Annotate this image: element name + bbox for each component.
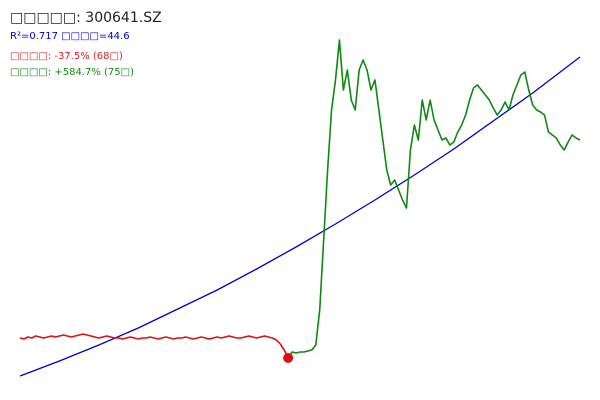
series-line: [19, 56, 581, 377]
annotation: R²=0.717 □□□□=44.6: [10, 31, 130, 42]
series-line: [287, 39, 581, 359]
annotation: □□□□: -37.5% (68□): [10, 51, 123, 62]
annotation: □□□□: +584.7% (75□): [10, 67, 134, 78]
series-line: [19, 333, 289, 359]
chart-title: □□□□□: 300641.SZ: [10, 10, 162, 26]
low-point-marker: [283, 353, 294, 363]
